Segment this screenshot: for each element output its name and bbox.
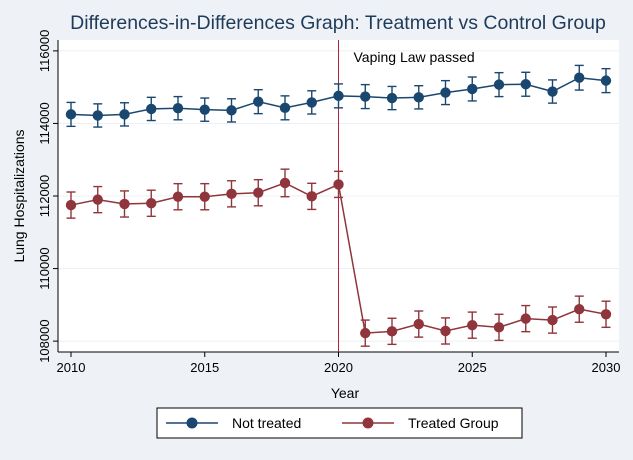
point-not-treated-2010	[65, 109, 77, 120]
x-tick-label-2010: 2010	[57, 360, 86, 375]
point-not-treated-2018	[279, 102, 291, 114]
point-not-treated-2012	[119, 109, 130, 120]
y-tick-label-114000: 114000	[37, 102, 52, 144]
point-not-treated-2028	[547, 86, 558, 97]
point-treated-group-2029	[574, 303, 585, 315]
point-treated-group-2026	[493, 322, 505, 333]
point-not-treated-2014	[172, 103, 184, 114]
point-treated-group-2018	[279, 177, 291, 189]
point-not-treated-2011	[92, 110, 103, 121]
point-treated-group-2022	[386, 326, 398, 337]
legend-marker-not-treated	[186, 417, 198, 429]
point-treated-group-2016	[226, 188, 237, 200]
point-not-treated-2024	[440, 87, 451, 98]
y-axis-label: Lung Hospitalizations	[11, 129, 27, 262]
y-tick-label-110000: 110000	[37, 247, 52, 289]
point-not-treated-2020	[333, 90, 344, 102]
x-axis-label: Year	[331, 385, 360, 401]
point-treated-group-2017	[253, 187, 264, 198]
point-treated-group-2015	[199, 191, 210, 202]
point-not-treated-2023	[413, 92, 424, 103]
point-treated-group-2028	[547, 314, 558, 326]
point-not-treated-2022	[386, 92, 398, 104]
point-treated-group-2020	[333, 179, 344, 190]
point-not-treated-2029	[574, 72, 585, 83]
legend-marker-treated-group	[362, 417, 374, 429]
point-treated-group-2024	[440, 325, 451, 337]
point-treated-group-2030	[600, 309, 612, 320]
point-not-treated-2027	[520, 79, 531, 90]
chart-title: Differences-in-Differences Graph: Treatm…	[70, 12, 606, 34]
point-treated-group-2014	[172, 191, 184, 202]
legend-label-not-treated: Not treated	[232, 415, 301, 431]
point-not-treated-2030	[600, 75, 612, 86]
legend-label-treated-group: Treated Group	[408, 415, 499, 431]
point-treated-group-2023	[413, 318, 424, 330]
point-treated-group-2027	[520, 313, 531, 324]
y-tick-label-116000: 116000	[37, 30, 52, 72]
x-tick-label-2030: 2030	[592, 360, 621, 375]
point-treated-group-2019	[306, 191, 317, 202]
point-not-treated-2025	[467, 83, 478, 95]
series-layer	[65, 64, 612, 347]
point-not-treated-2017	[253, 96, 264, 107]
legend: Not treated Treated Group	[156, 407, 523, 439]
annotation-label-0: Vaping Law passed	[354, 49, 475, 65]
x-tick-label-2020: 2020	[324, 360, 353, 375]
point-treated-group-2011	[92, 194, 103, 205]
point-not-treated-2021	[360, 91, 371, 102]
point-treated-group-2021	[360, 327, 371, 339]
point-not-treated-2026	[493, 79, 505, 90]
point-not-treated-2015	[199, 104, 210, 115]
y-tick-label-112000: 112000	[37, 175, 52, 217]
y-tick-label-108000: 108000	[37, 319, 52, 362]
point-not-treated-2013	[146, 103, 157, 115]
point-treated-group-2010	[65, 199, 77, 211]
point-treated-group-2012	[119, 198, 130, 210]
point-treated-group-2025	[467, 319, 478, 331]
point-not-treated-2019	[306, 97, 317, 108]
point-treated-group-2013	[146, 198, 157, 209]
x-tick-label-2015: 2015	[190, 360, 219, 375]
point-not-treated-2016	[226, 105, 237, 116]
x-tick-label-2025: 2025	[458, 360, 487, 375]
